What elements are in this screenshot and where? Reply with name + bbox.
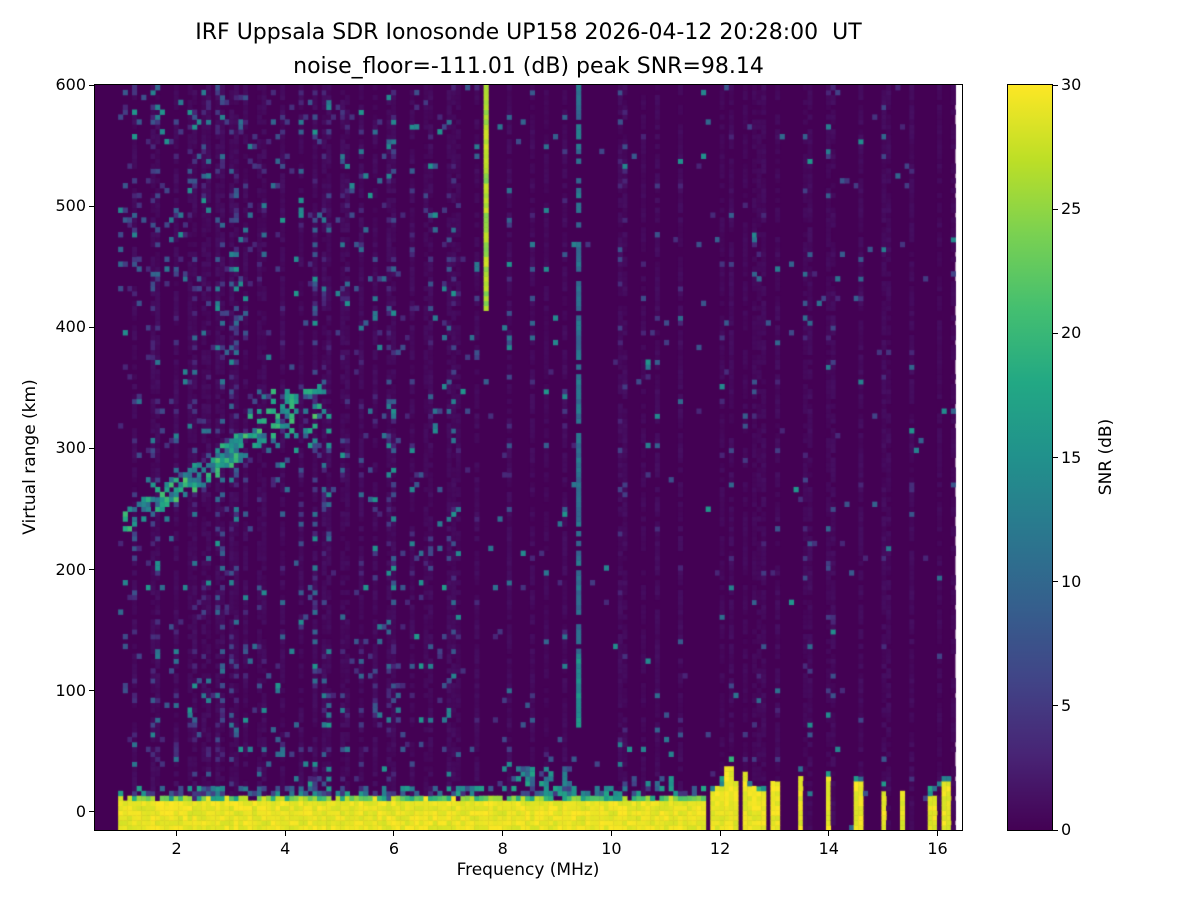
chart-subtitle: noise_floor=-111.01 (dB) peak SNR=98.14 xyxy=(293,54,764,79)
x-tick-label: 2 xyxy=(171,839,182,858)
x-tick-label: 10 xyxy=(601,839,622,858)
x-tick-mark xyxy=(393,831,395,836)
y-tick-mark xyxy=(89,690,94,692)
colorbar-tick-mark xyxy=(1053,332,1058,334)
y-tick-label: 600 xyxy=(55,75,86,94)
x-tick-mark xyxy=(284,831,286,836)
colorbar-tick-label: 25 xyxy=(1061,199,1082,219)
y-tick-label: 400 xyxy=(55,317,86,337)
x-axis-label: Frequency (MHz) xyxy=(456,860,600,880)
x-tick-label: 16 xyxy=(927,839,948,858)
colorbar-tick-label: 20 xyxy=(1061,323,1082,343)
y-tick-label: 100 xyxy=(55,680,86,700)
x-tick-mark xyxy=(719,831,721,836)
colorbar-tick-label: 5 xyxy=(1061,695,1072,715)
x-tick-mark xyxy=(176,831,178,836)
x-tick-mark xyxy=(937,831,939,836)
x-tick-label: 14 xyxy=(818,839,839,858)
x-tick-label: 12 xyxy=(709,839,731,858)
y-axis-label: Virtual range (km) xyxy=(20,379,40,535)
title-block: IRF Uppsala SDR Ionosonde UP158 2026-04-… xyxy=(95,16,962,84)
colorbar-tick-mark xyxy=(1053,457,1058,458)
y-tick-mark xyxy=(89,84,94,86)
y-tick-label: 300 xyxy=(55,438,86,458)
colorbar-gradient xyxy=(1008,85,1052,830)
colorbar-tick-label: 15 xyxy=(1061,447,1082,467)
y-tick-label: 0 xyxy=(75,801,86,821)
y-tick-mark xyxy=(89,811,94,813)
colorbar-tick-mark xyxy=(1053,829,1058,831)
y-tick-mark xyxy=(89,569,94,571)
colorbar-tick-mark xyxy=(1053,581,1058,583)
x-tick-label: 4 xyxy=(280,839,291,858)
y-tick-mark xyxy=(89,447,94,449)
colorbar-tick-label: 30 xyxy=(1061,75,1082,94)
ionogram-heatmap-canvas xyxy=(95,85,962,830)
x-tick-label: 6 xyxy=(388,839,400,858)
y-tick-label: 500 xyxy=(55,196,86,216)
colorbar-tick-label: 10 xyxy=(1061,571,1082,591)
y-tick-mark xyxy=(89,205,94,207)
colorbar-tick-mark xyxy=(1053,705,1058,707)
y-tick-label: 200 xyxy=(55,559,86,579)
x-tick-label: 8 xyxy=(497,839,508,858)
colorbar-tick-label: 0 xyxy=(1061,820,1072,839)
chart-title: IRF Uppsala SDR Ionosonde UP158 2026-04-… xyxy=(195,20,862,45)
x-tick-mark xyxy=(502,831,504,836)
x-tick-mark xyxy=(610,831,612,836)
colorbar-tick-mark xyxy=(1053,84,1058,86)
x-tick-mark xyxy=(828,831,830,836)
y-tick-mark xyxy=(89,326,94,328)
colorbar-tick-mark xyxy=(1053,208,1058,210)
